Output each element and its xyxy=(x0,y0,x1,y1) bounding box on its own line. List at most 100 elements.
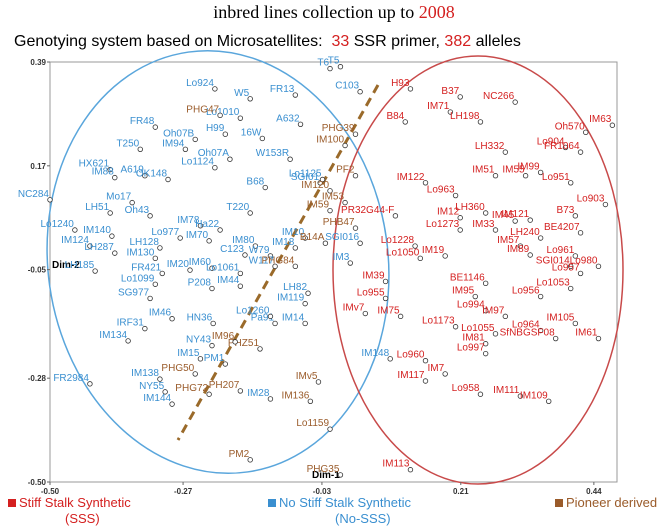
point-label: Oh570 xyxy=(555,121,585,132)
point xyxy=(302,300,308,307)
point xyxy=(177,235,183,241)
point-label: H99 xyxy=(206,123,225,134)
point-label: PHG50 xyxy=(161,363,194,374)
point xyxy=(259,135,266,142)
point xyxy=(382,278,389,285)
point xyxy=(206,238,212,244)
point xyxy=(537,293,544,300)
point-label: IM15 xyxy=(177,348,200,359)
point-label: IM95 xyxy=(452,286,475,297)
point xyxy=(452,192,459,199)
point-label: IM10 xyxy=(282,227,305,238)
point xyxy=(512,99,518,105)
y-axis-label: Dim-2 xyxy=(52,260,80,271)
point xyxy=(357,89,363,95)
sss-ellipse xyxy=(332,55,624,485)
point xyxy=(342,142,348,149)
point xyxy=(169,401,175,407)
point-label: LH82 xyxy=(283,282,307,293)
point-label: IM46 xyxy=(149,308,172,319)
point-label: PHG35 xyxy=(307,464,340,475)
no-sss-ellipse xyxy=(46,49,390,475)
point-label: IM96 xyxy=(212,331,235,342)
point-label: Lo1228 xyxy=(381,235,415,246)
point-label: BE1146 xyxy=(450,272,485,283)
point xyxy=(302,235,308,241)
point-label: Lo955 xyxy=(357,287,385,298)
point xyxy=(232,339,238,345)
point-label: HN36 xyxy=(187,312,213,323)
point xyxy=(512,218,518,224)
point xyxy=(319,176,326,183)
point xyxy=(287,156,293,162)
point xyxy=(262,184,268,191)
point xyxy=(417,255,423,262)
point xyxy=(327,188,333,194)
point xyxy=(157,245,163,251)
point xyxy=(237,388,244,394)
point-label: NY43 xyxy=(186,335,211,346)
subtitle-text: SSR primer, xyxy=(349,33,444,50)
point-label: Lo903 xyxy=(577,194,605,205)
point-label: PM2 xyxy=(229,449,250,460)
point-label: P208 xyxy=(188,278,212,289)
point-label: IM18 xyxy=(272,237,295,248)
point xyxy=(546,398,552,405)
point-label: IM148 xyxy=(361,348,389,359)
point-label: C103 xyxy=(335,81,359,92)
point xyxy=(482,350,489,357)
point xyxy=(137,146,143,153)
point-label: Lo1240 xyxy=(41,219,75,230)
point-label: 16W xyxy=(241,127,262,138)
point xyxy=(152,281,158,287)
point xyxy=(583,129,589,136)
point xyxy=(305,290,311,296)
point xyxy=(502,149,509,155)
point xyxy=(169,316,175,322)
point-label: Oh43 xyxy=(125,205,150,216)
point-label: Pa91 xyxy=(251,312,275,323)
point xyxy=(159,270,165,277)
point-label: IM89 xyxy=(507,244,530,255)
point xyxy=(527,217,533,223)
point xyxy=(407,467,414,473)
point xyxy=(272,320,278,327)
point xyxy=(492,331,499,337)
point xyxy=(152,124,158,130)
point xyxy=(492,173,499,179)
point-label: IMv7 xyxy=(343,303,365,314)
point xyxy=(572,213,579,219)
point-label: IM71 xyxy=(427,101,450,112)
point xyxy=(147,213,153,219)
legend-label: Stiff Stalk Synthetic xyxy=(19,495,131,510)
point xyxy=(572,320,579,327)
legend-swatch xyxy=(268,499,276,507)
point xyxy=(217,227,223,233)
point xyxy=(257,346,263,352)
point xyxy=(457,227,463,233)
x-axis-label: Dim-1 xyxy=(312,470,340,481)
point-label: OK148 xyxy=(136,169,168,180)
point-label: IM7 xyxy=(427,363,444,374)
point xyxy=(222,361,229,367)
point-label: B73 xyxy=(557,205,575,216)
point xyxy=(517,243,524,249)
point-label: LH287 xyxy=(84,242,114,253)
point xyxy=(197,356,204,362)
point-label: Lo961 xyxy=(547,245,575,256)
legend-abbreviation: (No-SSS) xyxy=(335,511,391,526)
point-label: W117 xyxy=(249,255,275,266)
point-label: IM88 xyxy=(92,167,115,178)
point-label: H93 xyxy=(391,78,410,89)
point xyxy=(92,268,98,274)
point xyxy=(347,260,353,266)
point xyxy=(442,253,448,259)
point xyxy=(568,263,574,270)
point xyxy=(342,199,348,206)
point xyxy=(237,115,244,121)
point xyxy=(602,201,609,208)
point-label: LH240 xyxy=(510,227,540,238)
point xyxy=(595,263,602,270)
point-label: IM70 xyxy=(186,230,209,241)
point-label: Lo1061 xyxy=(206,262,240,273)
